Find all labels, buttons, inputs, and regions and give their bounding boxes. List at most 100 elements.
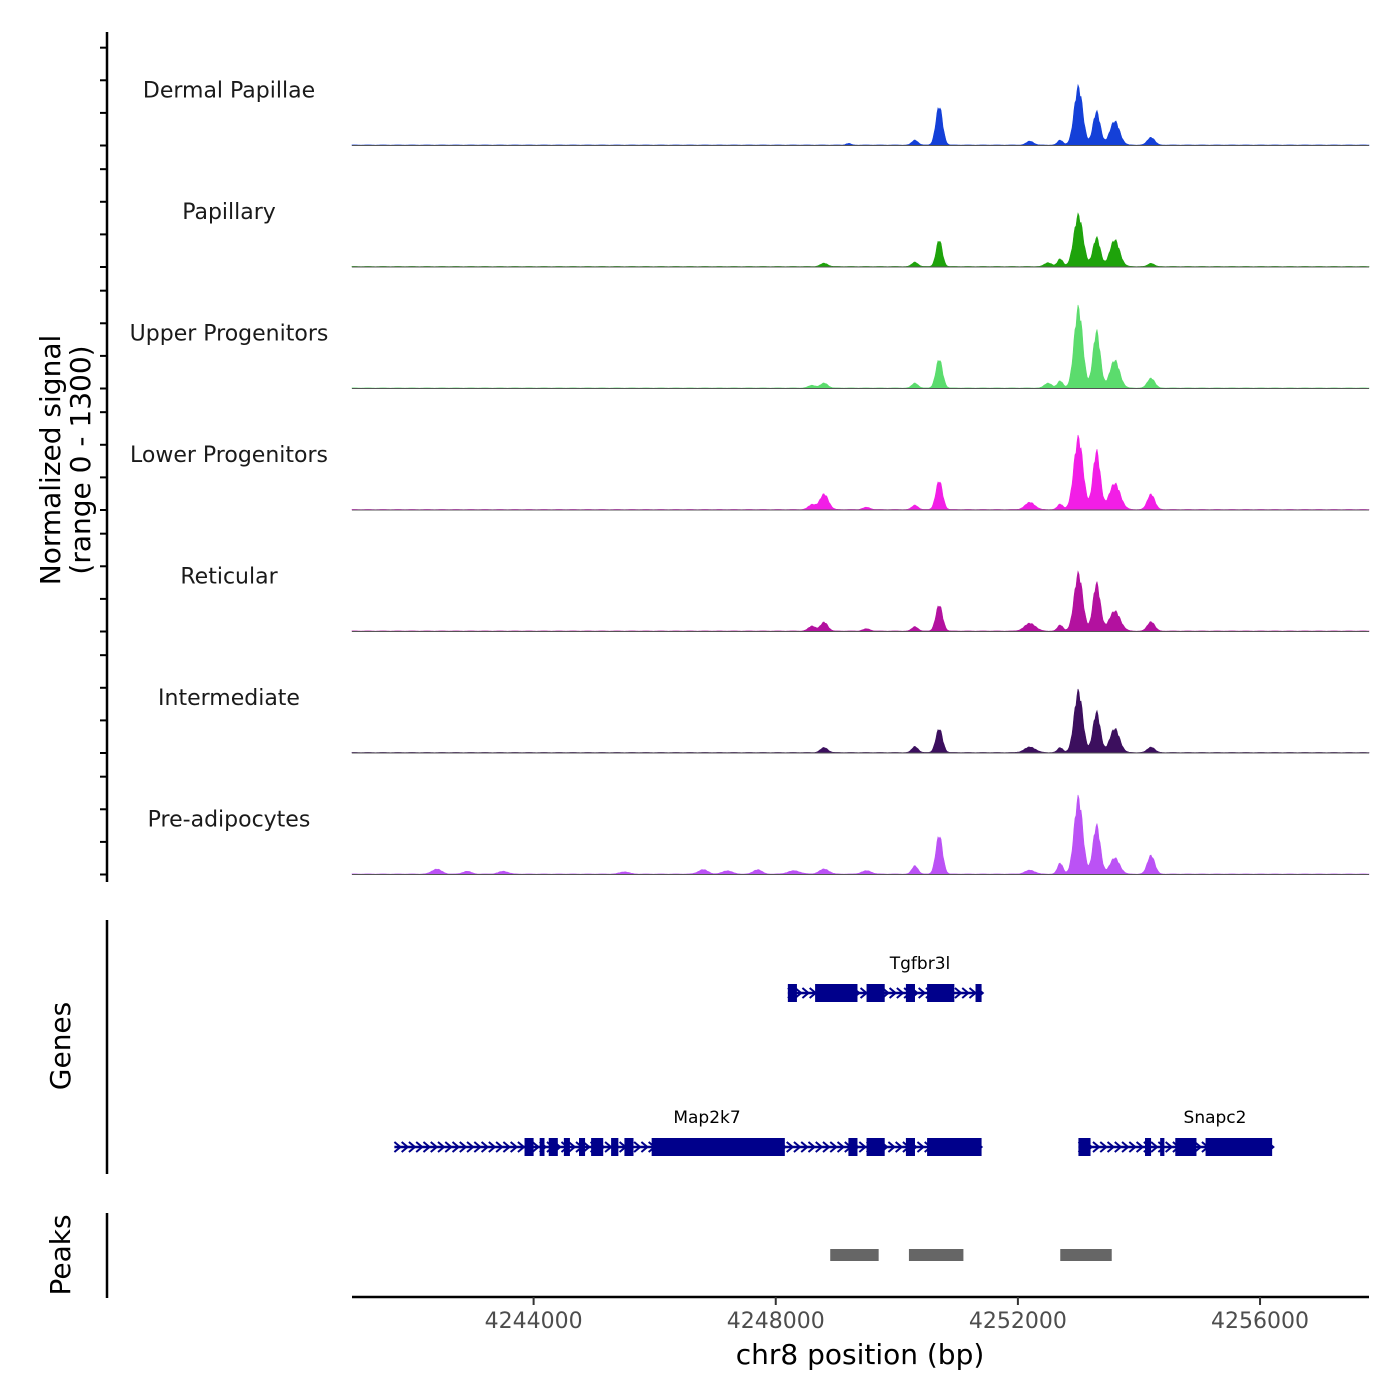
gene-exon xyxy=(905,1138,915,1156)
gene-exon xyxy=(563,1138,570,1156)
strand-chevron xyxy=(466,1141,475,1153)
strand-chevron xyxy=(1121,1141,1130,1153)
strand-chevron xyxy=(415,1141,424,1153)
strand-chevron xyxy=(858,1141,867,1153)
strand-chevron xyxy=(393,1141,402,1153)
coverage-track: Lower Progenitors xyxy=(130,434,1370,511)
strand-chevron xyxy=(633,1141,642,1153)
gene-exon xyxy=(866,984,885,1002)
coverage-area xyxy=(351,304,1370,389)
strand-chevron xyxy=(1092,1141,1101,1153)
gene-label: Map2k7 xyxy=(673,1108,740,1128)
coverage-track: Intermediate xyxy=(158,686,1370,754)
strand-chevron xyxy=(517,1141,526,1153)
strand-chevron xyxy=(451,1141,461,1153)
strand-chevron xyxy=(568,1141,577,1153)
strand-chevron xyxy=(480,1141,490,1153)
track-label: Reticular xyxy=(180,565,278,590)
gene-model: Tgfbr3l xyxy=(787,954,985,1002)
strand-chevron xyxy=(1114,1141,1123,1153)
strand-chevron xyxy=(896,987,905,999)
coverage-track: Papillary xyxy=(182,200,1370,268)
x-axis-title: chr8 position (bp) xyxy=(736,1338,985,1371)
strand-chevron xyxy=(459,1141,468,1153)
gene-exon xyxy=(539,1138,545,1156)
coverage-track: Upper Progenitors xyxy=(130,304,1370,389)
strand-chevron xyxy=(495,1141,504,1153)
coverage-area xyxy=(351,83,1370,146)
track-label: Papillary xyxy=(182,200,276,225)
gene-exon xyxy=(848,1138,858,1156)
gene-exon xyxy=(1160,1138,1165,1156)
strand-chevron xyxy=(437,1141,446,1153)
strand-chevron xyxy=(836,1141,846,1153)
gene-exon xyxy=(1145,1138,1152,1156)
gene-exon xyxy=(905,984,915,1002)
x-tick-label: 4244000 xyxy=(485,1309,583,1334)
track-label: Upper Progenitors xyxy=(130,322,329,347)
coverage-area xyxy=(351,212,1370,268)
coverage-area xyxy=(351,794,1370,875)
coverage-area xyxy=(351,570,1370,632)
strand-chevron xyxy=(422,1141,432,1153)
gene-model: Snapc2 xyxy=(1077,1108,1275,1156)
strand-chevron xyxy=(961,987,970,999)
strand-chevron xyxy=(859,987,869,999)
gene-exon xyxy=(651,1138,785,1156)
gene-model: Map2k7 xyxy=(393,1108,984,1156)
genes-track-title: Genes xyxy=(44,1002,77,1090)
strand-chevron xyxy=(604,1141,613,1153)
peak-region xyxy=(1060,1249,1112,1261)
strand-chevron xyxy=(887,1141,896,1153)
strand-chevron xyxy=(1099,1141,1108,1153)
x-tick-label: 4252000 xyxy=(969,1309,1067,1334)
gene-annotations: Tgfbr3l Map2k7 Snapc2 xyxy=(393,954,1275,1156)
coverage-area xyxy=(351,434,1370,511)
strand-chevron xyxy=(815,1141,824,1153)
peak-region xyxy=(908,1249,964,1261)
strand-chevron xyxy=(1194,1141,1203,1153)
strand-chevron xyxy=(640,1141,649,1153)
strand-chevron xyxy=(502,1141,511,1153)
track-label: Lower Progenitors xyxy=(130,443,328,468)
peak-regions xyxy=(830,1249,1112,1261)
coverage-area xyxy=(351,688,1370,754)
coverage-track: Reticular xyxy=(180,565,1370,632)
gene-exon xyxy=(815,984,858,1002)
strand-chevron xyxy=(807,1141,817,1153)
gene-exon xyxy=(787,984,797,1002)
gene-exon xyxy=(975,984,982,1002)
strand-chevron xyxy=(401,1141,410,1153)
strand-chevron xyxy=(1135,1141,1145,1153)
peak-region xyxy=(830,1249,879,1261)
strand-chevron xyxy=(1150,1141,1159,1153)
gene-label: Tgfbr3l xyxy=(889,954,950,974)
y-axis-title-line2: (range 0 - 1300) xyxy=(64,345,97,574)
gene-exon xyxy=(1175,1138,1197,1156)
gene-exon xyxy=(927,1138,982,1156)
gene-exon xyxy=(548,1138,558,1156)
strand-chevron xyxy=(794,987,803,999)
strand-chevron xyxy=(1128,1141,1137,1153)
strand-chevron xyxy=(582,1141,591,1153)
strand-chevron xyxy=(509,1141,519,1153)
coverage-track: Pre-adipocytes xyxy=(148,794,1370,875)
strand-chevron xyxy=(829,1141,838,1153)
strand-chevron xyxy=(888,987,898,999)
track-label: Intermediate xyxy=(158,686,300,711)
coverage-tracks: Dermal Papillae Papillary Upper Progenitor… xyxy=(130,79,1370,875)
strand-chevron xyxy=(801,987,810,999)
strand-chevron xyxy=(444,1141,453,1153)
strand-chevron xyxy=(800,1141,809,1153)
x-tick-label: 4256000 xyxy=(1211,1309,1309,1334)
strand-chevron xyxy=(473,1141,482,1153)
strand-chevron xyxy=(531,1141,540,1153)
gene-exon xyxy=(591,1138,604,1156)
strand-chevron xyxy=(430,1141,439,1153)
gene-label: Snapc2 xyxy=(1184,1108,1247,1128)
y-axis-title: Normalized signal (range 0 - 1300) xyxy=(34,335,97,586)
gene-exon xyxy=(624,1138,634,1156)
track-label: Pre-adipocytes xyxy=(148,808,311,833)
x-tick-label: 4248000 xyxy=(727,1309,825,1334)
